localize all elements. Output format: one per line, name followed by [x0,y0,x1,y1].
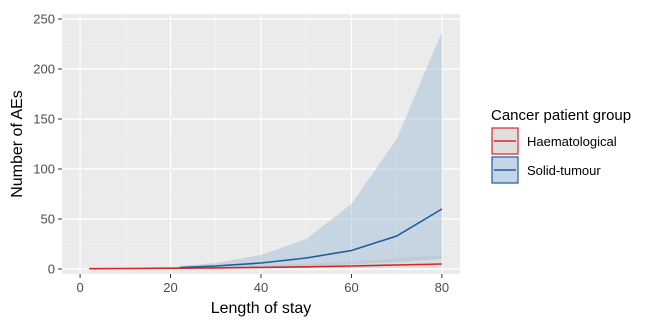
confidence-band-solid-tumour [179,32,442,269]
y-axis-title: Number of AEs [9,90,26,198]
y-tick-label: 250 [33,12,55,27]
series-line-solid-tumour [179,208,443,269]
x-tick-label: 60 [344,280,358,295]
legend-label-haematological: Haematological [527,134,617,149]
x-axis-title: Length of stay [211,300,312,317]
x-tick-label: 20 [163,280,177,295]
legend: Cancer patient group Haematological Solid… [491,107,631,184]
y-tick-label: 100 [33,162,55,177]
legend-title: Cancer patient group [491,107,631,124]
x-tick-label: 40 [254,280,268,295]
y-tick-label: 200 [33,62,55,77]
axes: 0 20 40 60 80 0 50 100 150 200 250 [33,12,449,296]
legend-label-solid-tumour: Solid-tumour [527,163,601,178]
y-tick-label: 50 [41,212,55,227]
x-tick-label: 80 [435,280,449,295]
y-tick-label: 150 [33,112,55,127]
series-line-haematological [89,263,442,270]
series-lines [89,208,443,270]
x-tick-label: 0 [76,280,83,295]
y-tick-label: 0 [48,262,55,277]
grid-lines [62,14,460,274]
legend-items: Haematological Solid-tumour [491,127,617,184]
